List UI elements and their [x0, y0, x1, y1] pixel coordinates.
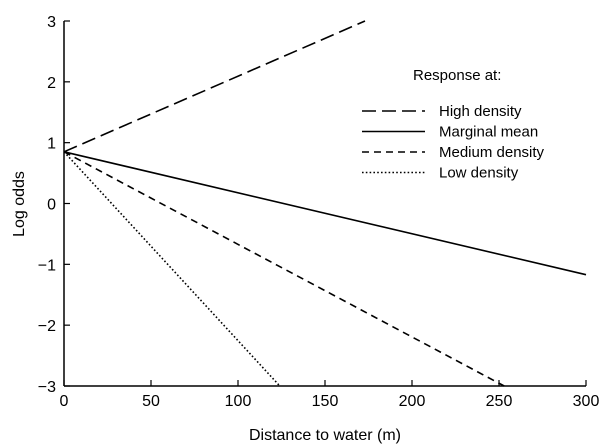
legend-label: Low density: [439, 165, 519, 182]
y-tick-label: 0: [47, 197, 56, 214]
y-axis-title: Log odds: [11, 171, 28, 237]
x-tick-label: 0: [60, 393, 69, 410]
legend-title: Response at:: [413, 67, 501, 84]
x-tick-label: 200: [399, 393, 426, 410]
y-tick-label: 3: [47, 14, 56, 31]
x-tick-label: 150: [312, 393, 339, 410]
series-line-2: [63, 151, 587, 276]
x-tick-label: 100: [225, 393, 252, 410]
x-axis-title: Distance to water (m): [249, 427, 401, 444]
x-tick-label: 250: [486, 393, 513, 410]
y-tick-label: −1: [38, 257, 56, 274]
legend-label: Medium density: [439, 144, 545, 161]
y-tick-label: 2: [47, 75, 56, 92]
series-layer: [63, 20, 587, 387]
series-line-1: [63, 20, 366, 153]
series-line-3: [63, 151, 505, 387]
series-line-4: [63, 151, 281, 387]
legend-label: High density: [439, 103, 522, 120]
x-tick-label: 50: [142, 393, 160, 410]
y-tick-label: 1: [47, 136, 56, 153]
legend: Response at: High density Marginal mean Me…: [362, 67, 545, 182]
legend-label: Marginal mean: [439, 124, 538, 141]
axes: 0 50 100 150 200 250 300 −3 −2 −1 0 1 2 3: [38, 14, 600, 410]
y-tick-label: −2: [38, 318, 56, 335]
x-tick-label: 300: [573, 393, 600, 410]
y-tick-label: −3: [38, 379, 56, 396]
